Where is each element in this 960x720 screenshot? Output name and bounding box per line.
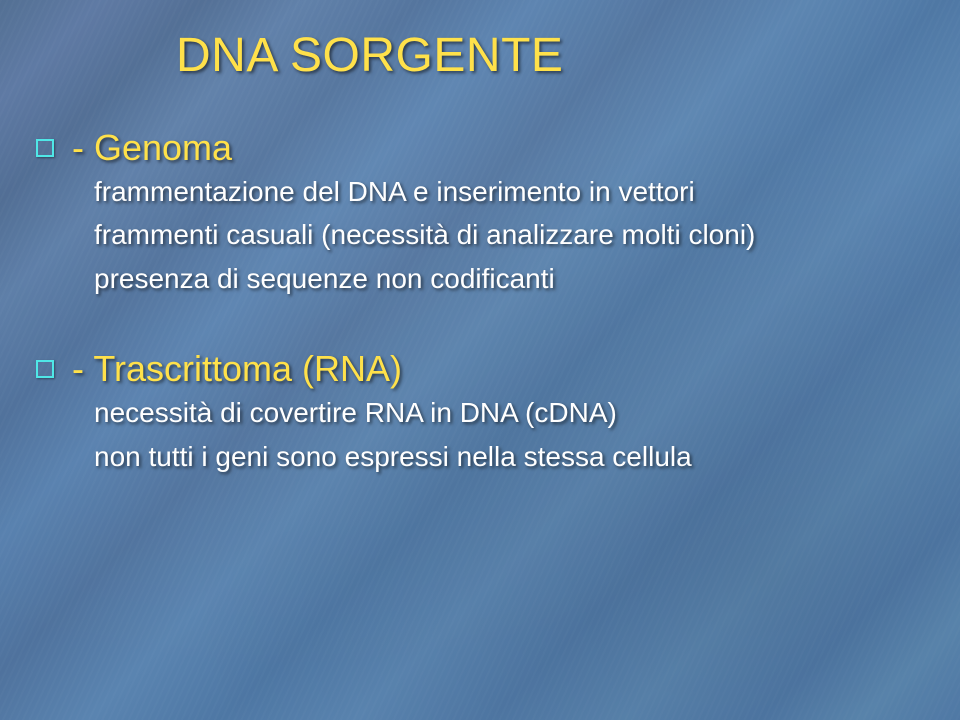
spacer bbox=[36, 300, 924, 346]
bullet-heading: - Trascrittoma (RNA) bbox=[72, 346, 402, 391]
bullet-box-icon bbox=[36, 360, 54, 378]
slide-content: - Genoma frammentazione del DNA e inseri… bbox=[36, 125, 924, 478]
bullet-subtext: presenza di sequenze non codificanti bbox=[94, 257, 924, 300]
bullet-item: - Trascrittoma (RNA) bbox=[36, 346, 924, 391]
slide-title: DNA SORGENTE bbox=[176, 28, 924, 83]
bullet-subtext: frammenti casuali (necessità di analizza… bbox=[94, 213, 924, 256]
bullet-subtext: necessità di covertire RNA in DNA (cDNA) bbox=[94, 391, 924, 434]
slide: DNA SORGENTE - Genoma frammentazione del… bbox=[0, 0, 960, 720]
bullet-subtext: frammentazione del DNA e inserimento in … bbox=[94, 170, 924, 213]
bullet-subtext: non tutti i geni sono espressi nella ste… bbox=[94, 435, 924, 478]
bullet-box-icon bbox=[36, 139, 54, 157]
bullet-item: - Genoma bbox=[36, 125, 924, 170]
bullet-heading: - Genoma bbox=[72, 125, 232, 170]
